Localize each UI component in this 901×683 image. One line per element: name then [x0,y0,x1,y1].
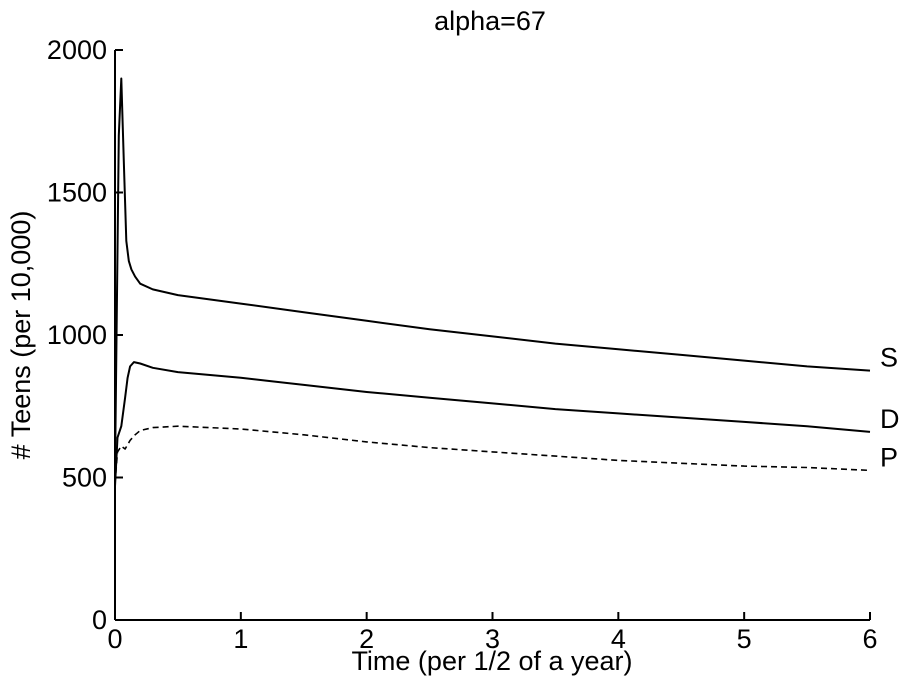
chart-title: alpha=67 [434,6,546,36]
x-tick-label: 4 [611,624,626,654]
x-tick-label: 5 [737,624,752,654]
series-line-s [114,77,871,472]
series-line-d [114,361,871,487]
y-tick-label: 2000 [47,35,107,65]
series-label-d: D [880,404,900,434]
y-tick-label: 1500 [47,178,107,208]
series-label-s: S [880,343,898,373]
series-line-p [114,425,871,484]
x-tick-label: 2 [359,624,374,654]
y-axis-label: # Teens (per 10,000) [6,211,36,460]
y-tick-label: 1000 [47,320,107,350]
x-tick-label: 0 [107,624,122,654]
series-layer [114,77,871,487]
y-ticks: 0 500 1000 1500 2000 [47,35,123,635]
x-tick-label: 6 [862,624,877,654]
series-label-p: P [880,442,898,472]
axes [114,50,870,621]
x-tick-label: 3 [485,624,500,654]
x-ticks: 0 1 2 3 4 5 6 [107,612,878,654]
y-tick-label: 0 [92,605,107,635]
series-labels: S DP [880,343,900,473]
x-axis-label: Time (per 1/2 of a year) [351,646,632,676]
x-tick-label: 1 [233,624,248,654]
y-tick-label: 500 [62,463,107,493]
